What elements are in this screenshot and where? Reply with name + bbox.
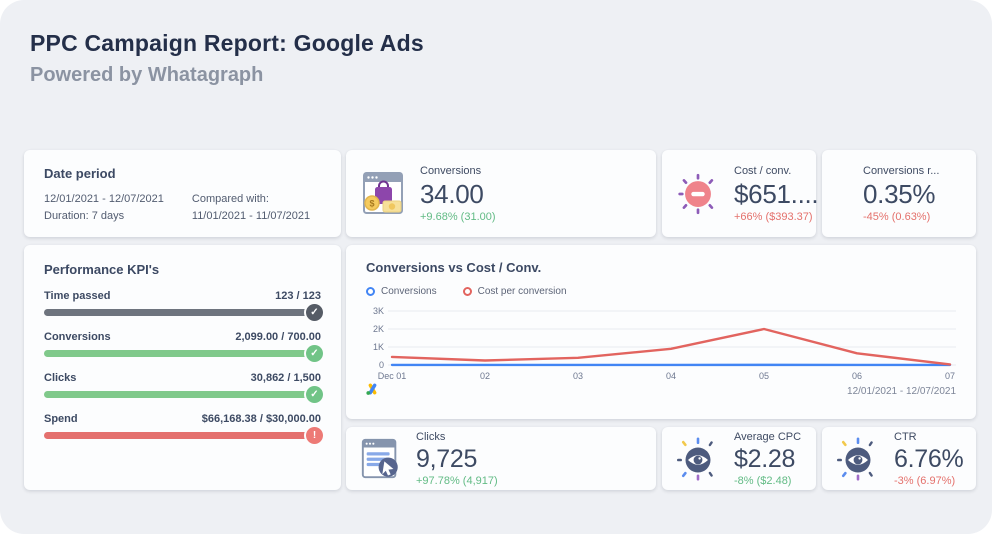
minus-circle-rays-icon (675, 171, 721, 217)
legend-item[interactable]: Cost per conversion (462, 286, 567, 297)
kpi-value: 123 / 123 (275, 290, 321, 302)
kpi-value: 30,862 / 1,500 (250, 372, 321, 384)
shopping-bag-window-icon: $ (359, 170, 407, 218)
metric-label: CTR (894, 430, 917, 443)
metric-value: 0.35% (863, 178, 936, 209)
metric-value: 6.76% (894, 444, 964, 473)
avg-cpc-widget[interactable]: Average CPC $2.28 -8% ($2.48) (662, 427, 816, 490)
date-range: 12/01/2021 - 12/07/2021 (44, 193, 164, 205)
kpi-progress-bar (44, 350, 309, 357)
legend-marker-icon (462, 287, 472, 296)
svg-text:03: 03 (573, 371, 583, 381)
performance-kpi-widget[interactable]: Performance KPI's Time passed 123 / 123 … (24, 245, 341, 490)
date-duration: Duration: 7 days (44, 210, 125, 222)
compared-label: Compared with: (191, 193, 269, 205)
cursor-window-icon (359, 437, 403, 481)
kpi-title: Performance KPI's (44, 262, 160, 277)
svg-text:Dec 01: Dec 01 (378, 371, 407, 381)
kpi-progress-bar (44, 432, 309, 439)
metric-change: +66% ($393.37) (734, 210, 813, 223)
report-body: Date period 12/01/2021 - 12/07/2021 Dura… (24, 150, 976, 490)
kpi-status-icon: ✓ (306, 304, 323, 321)
metric-value: 9,725 (416, 444, 478, 473)
metric-change: -45% (0.63%) (863, 210, 931, 223)
eye-rays-icon (675, 436, 721, 482)
metric-label: Conversions (420, 164, 482, 177)
metric-label: Clicks (416, 430, 446, 443)
report-header: PPC Campaign Report: Google Ads Powered … (0, 0, 992, 87)
legend-label: Conversions (381, 286, 437, 297)
svg-text:07: 07 (945, 371, 955, 381)
metric-change: +97.78% (4,917) (416, 474, 498, 487)
metric-change: -8% ($2.48) (734, 474, 792, 487)
kpi-list: Time passed 123 / 123 ✓ Conversions 2,09… (44, 290, 323, 444)
chart-legend: Conversions Cost per conversion (366, 286, 956, 297)
date-period-widget[interactable]: Date period 12/01/2021 - 12/07/2021 Dura… (24, 150, 341, 237)
kpi-status-icon: ✓ (306, 345, 323, 362)
svg-text:04: 04 (666, 371, 676, 381)
chart-title: Conversions vs Cost / Conv. (366, 260, 542, 275)
metric-change: +9.68% (31.00) (420, 210, 496, 223)
top-metric-row: $ Conversions 34.00 +9.68% (31.00) (346, 150, 976, 237)
svg-text:0: 0 (379, 360, 384, 370)
conversion-rate-widget[interactable]: Conversions r... 0.35% -45% (0.63%) (822, 150, 976, 237)
metric-value: $651.... (734, 178, 819, 209)
svg-text:05: 05 (759, 371, 769, 381)
kpi-row: Clicks 30,862 / 1,500 ✓ (44, 372, 323, 403)
metric-value: $2.28 (734, 444, 796, 473)
svg-text:1K: 1K (373, 342, 384, 352)
legend-label: Cost per conversion (477, 286, 567, 297)
compared-range: 11/01/2021 - 11/07/2021 (191, 210, 311, 222)
metric-label: Cost / conv. (734, 164, 792, 177)
kpi-row: Time passed 123 / 123 ✓ (44, 290, 323, 321)
legend-item[interactable]: Conversions (366, 286, 437, 297)
kpi-label: Conversions (44, 331, 111, 343)
conversions-widget[interactable]: $ Conversions 34.00 +9.68% (31.00) (346, 150, 656, 237)
ctr-widget[interactable]: CTR 6.76% -3% (6.97%) (822, 427, 976, 490)
cost-per-conv-widget[interactable]: Cost / conv. $651.... +66% ($393.37) (662, 150, 819, 237)
kpi-status-icon: ✓ (306, 386, 323, 403)
date-period-compared: Compared with: 11/01/2021 - 11/07/2021 (192, 191, 310, 225)
chart-date-range: 12/01/2021 - 12/07/2021 (847, 385, 956, 397)
svg-text:2K: 2K (373, 324, 384, 334)
metric-change: -3% (6.97%) (894, 474, 956, 487)
conversions-chart-widget[interactable]: Conversions vs Cost / Conv. Conversions … (346, 245, 976, 419)
page-subtitle: Powered by Whatagraph (30, 64, 264, 86)
legend-marker-icon (366, 287, 375, 296)
svg-text:3K: 3K (373, 306, 384, 316)
conversions-chart-svg: 0 1K 2K 3K Dec 01 02 03 04 05 06 07 (373, 306, 956, 381)
kpi-label: Time passed (44, 290, 111, 302)
right-column: $ Conversions 34.00 +9.68% (31.00) (346, 150, 976, 490)
eye-rays-icon (835, 436, 881, 482)
google-ads-icon (366, 382, 379, 400)
page-title: PPC Campaign Report: Google Ads (30, 30, 424, 56)
kpi-status-icon: ! (306, 427, 323, 444)
date-period-current: 12/01/2021 - 12/07/2021 Duration: 7 days (44, 191, 164, 225)
kpi-value: $66,168.38 / $30,000.00 (201, 413, 321, 425)
metric-label: Conversions r... (863, 164, 940, 177)
clicks-widget[interactable]: Clicks 9,725 +97.78% (4,917) (346, 427, 656, 490)
svg-text:02: 02 (480, 371, 490, 381)
kpi-progress-bar (44, 309, 309, 316)
kpi-label: Clicks (44, 372, 77, 384)
metric-value: 34.00 (420, 178, 484, 209)
date-period-title: Date period (44, 166, 116, 181)
bottom-metric-row: Clicks 9,725 +97.78% (4,917) (346, 427, 976, 490)
svg-text:06: 06 (852, 371, 862, 381)
kpi-progress-bar (44, 391, 309, 398)
kpi-label: Spend (44, 413, 78, 425)
kpi-value: 2,099.00 / 700.00 (235, 331, 321, 343)
metric-label: Average CPC (734, 430, 802, 443)
kpi-row: Conversions 2,099.00 / 700.00 ✓ (44, 331, 323, 362)
svg-text:$: $ (369, 198, 374, 208)
left-column: Date period 12/01/2021 - 12/07/2021 Dura… (24, 150, 341, 490)
kpi-row: Spend $66,168.38 / $30,000.00 ! (44, 413, 323, 444)
